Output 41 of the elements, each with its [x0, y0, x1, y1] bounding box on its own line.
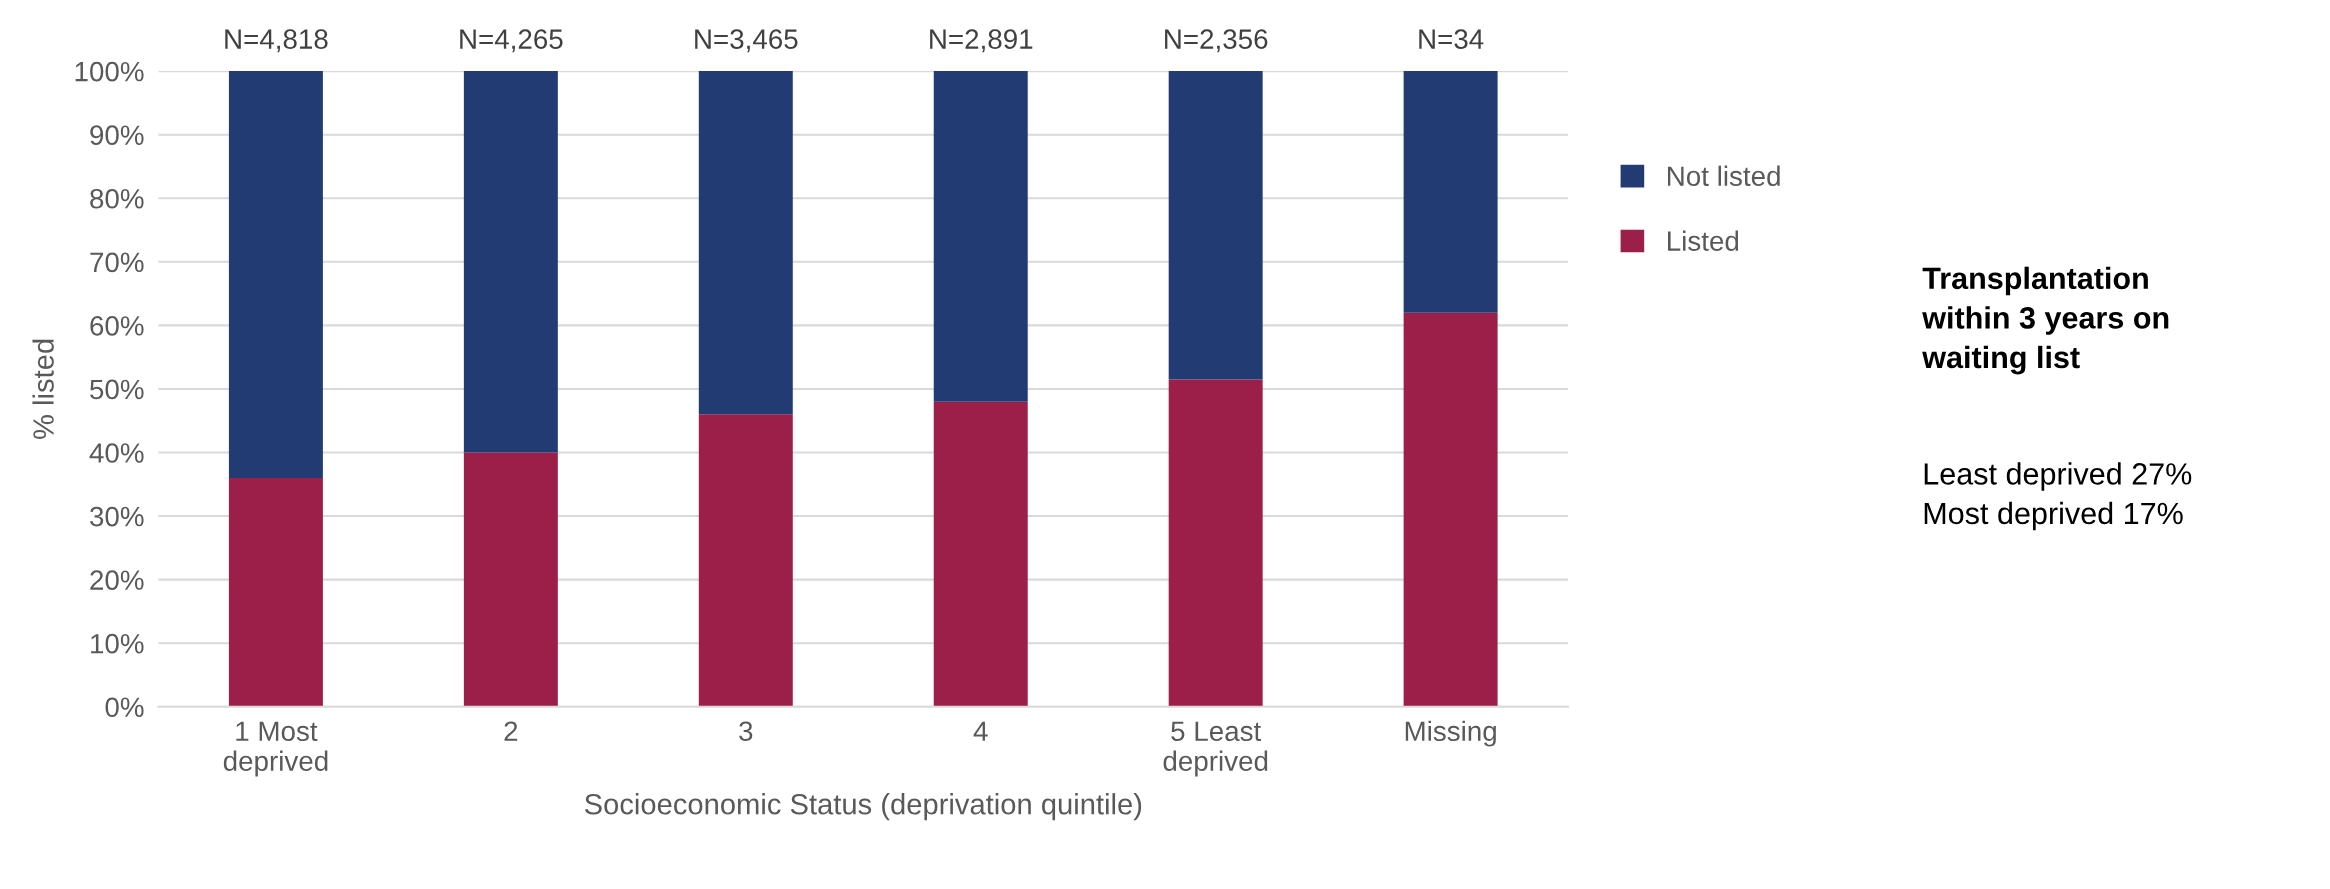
text: Transplantation within 3 years on waiting list: [1922, 266, 2169, 375]
bar: [228, 71, 323, 478]
annotation: N=3,465: [695, 29, 798, 53]
x-tick-label: 4: [973, 721, 988, 741]
annotation: N=2,891: [930, 29, 1033, 53]
annotation: N=4,818: [225, 29, 328, 53]
x-tick-label: 5 Least deprived: [1163, 721, 1268, 777]
annotation: N=2,356: [1165, 29, 1268, 53]
bar: [1403, 312, 1498, 707]
annotation: N=4,265: [460, 29, 563, 53]
bar: [933, 401, 1028, 707]
bar: [698, 414, 793, 707]
x-tick-label: Missing: [1405, 720, 1496, 747]
y-tick-label: 20%: [90, 570, 144, 590]
x-tick-label: 1 Most deprived: [223, 721, 328, 777]
text: Least deprived 27% Most deprived 17%: [1924, 462, 2192, 531]
y-tick-label: 40%: [89, 443, 144, 463]
bar: [933, 71, 1028, 402]
bar: [228, 477, 323, 707]
bar: [698, 71, 793, 415]
y-tick-label: 50%: [90, 379, 144, 400]
y-axis-title: % listed: [32, 339, 54, 439]
bar: [463, 71, 558, 453]
annotation: N=34: [1419, 29, 1484, 49]
x-tick-label: 3: [739, 721, 753, 742]
y-tick-label: 10%: [91, 633, 144, 654]
bar: [463, 452, 558, 707]
y-tick-label: 80%: [90, 188, 144, 209]
legend-label: Not listed: [1668, 165, 1780, 187]
bar: [1168, 379, 1263, 707]
y-tick-label: 0%: [105, 697, 144, 718]
y-tick-label: 70%: [90, 252, 144, 273]
bar: [1403, 71, 1498, 313]
y-tick-label: 60%: [90, 316, 144, 336]
legend-label: Listed: [1668, 230, 1739, 251]
y-tick-label: 100%: [75, 61, 144, 82]
bar: [1168, 71, 1263, 380]
x-axis-title: Socioeconomic Status (deprivation quintile): [584, 793, 1142, 821]
x-tick-label: 2: [504, 721, 518, 741]
y-tick-label: 90%: [90, 125, 144, 146]
y-tick-label: 30%: [90, 506, 144, 527]
